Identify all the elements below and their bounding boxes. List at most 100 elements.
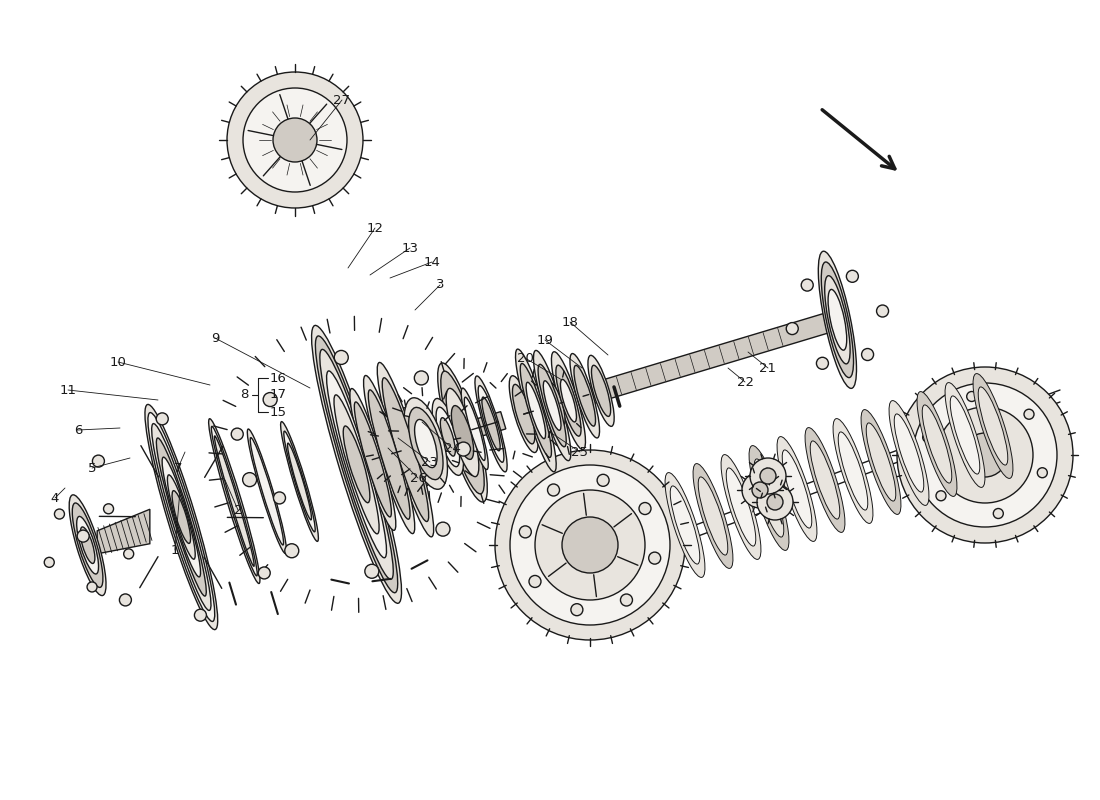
Ellipse shape [538,364,566,446]
Circle shape [1037,468,1047,478]
Ellipse shape [432,398,463,475]
Circle shape [92,455,104,467]
Ellipse shape [945,382,984,487]
Text: 8: 8 [240,389,249,402]
Text: 14: 14 [424,255,440,269]
Circle shape [757,484,793,520]
Circle shape [495,450,685,640]
Circle shape [767,494,783,510]
Ellipse shape [534,350,571,461]
Ellipse shape [438,363,487,502]
Text: 23: 23 [421,455,439,469]
Ellipse shape [162,457,200,577]
Text: 3: 3 [436,278,444,291]
Circle shape [786,322,799,334]
Ellipse shape [451,406,474,459]
Circle shape [923,432,933,442]
Ellipse shape [284,431,316,532]
Circle shape [620,594,632,606]
Ellipse shape [327,371,386,558]
Ellipse shape [513,384,535,444]
Ellipse shape [172,490,190,543]
Ellipse shape [726,468,756,546]
Ellipse shape [363,375,415,534]
Ellipse shape [167,475,195,559]
Circle shape [937,407,1033,503]
Text: 9: 9 [211,331,219,345]
Ellipse shape [461,388,488,470]
Circle shape [456,442,471,456]
Ellipse shape [368,390,410,519]
Text: 7: 7 [174,462,183,474]
Text: 18: 18 [562,315,579,329]
Ellipse shape [950,396,980,474]
Ellipse shape [516,349,557,472]
Polygon shape [541,313,832,418]
Ellipse shape [382,378,429,522]
Ellipse shape [526,382,546,438]
Text: 16: 16 [270,371,286,385]
Ellipse shape [556,365,581,436]
Ellipse shape [451,398,474,467]
Text: 6: 6 [74,423,82,437]
Ellipse shape [574,366,595,426]
Text: 1: 1 [170,543,179,557]
Ellipse shape [978,387,1008,465]
Text: 15: 15 [270,406,286,418]
Ellipse shape [561,379,576,422]
Circle shape [156,413,168,425]
Ellipse shape [805,427,845,533]
Circle shape [752,482,768,498]
Ellipse shape [408,407,443,480]
Circle shape [816,358,828,370]
Ellipse shape [894,414,924,492]
Ellipse shape [415,419,437,468]
Ellipse shape [377,362,433,537]
Ellipse shape [889,401,930,506]
Ellipse shape [777,437,817,542]
Ellipse shape [214,436,254,566]
Text: 12: 12 [366,222,384,234]
Ellipse shape [152,424,211,610]
Circle shape [77,530,89,542]
Ellipse shape [395,408,432,486]
Ellipse shape [482,397,500,450]
Ellipse shape [866,423,895,501]
Ellipse shape [544,375,568,433]
Text: 4: 4 [51,491,59,505]
Circle shape [285,544,299,558]
Text: 27: 27 [333,94,351,106]
Ellipse shape [441,371,484,494]
Ellipse shape [147,413,214,622]
Ellipse shape [828,290,847,350]
Text: 17: 17 [270,389,286,402]
Ellipse shape [354,402,392,517]
Circle shape [123,549,134,559]
Ellipse shape [509,376,538,453]
Ellipse shape [250,438,284,545]
Polygon shape [97,510,150,554]
Circle shape [44,558,54,567]
Ellipse shape [156,438,207,596]
Ellipse shape [917,391,957,497]
Circle shape [993,509,1003,518]
Circle shape [436,522,450,536]
Circle shape [231,428,243,440]
Circle shape [742,472,778,508]
Ellipse shape [404,398,448,490]
Circle shape [365,564,378,578]
Circle shape [877,305,889,317]
Ellipse shape [782,450,812,528]
Ellipse shape [698,477,728,555]
Ellipse shape [69,495,106,595]
Ellipse shape [693,463,733,569]
Ellipse shape [478,386,504,462]
Circle shape [597,474,609,486]
Circle shape [913,383,1057,527]
Ellipse shape [520,363,551,458]
Ellipse shape [80,527,95,563]
Text: 24: 24 [443,442,461,454]
Circle shape [258,567,271,579]
Ellipse shape [749,446,789,550]
Text: 5: 5 [88,462,97,474]
